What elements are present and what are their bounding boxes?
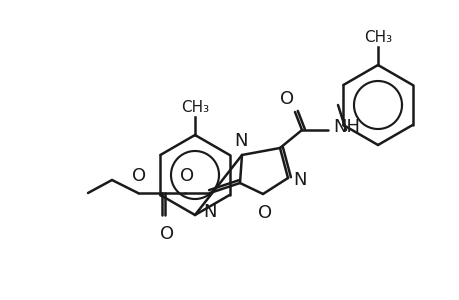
Text: O: O bbox=[132, 167, 146, 185]
Text: CH₃: CH₃ bbox=[363, 30, 391, 45]
Text: N: N bbox=[203, 203, 216, 221]
Text: NH: NH bbox=[332, 118, 359, 136]
Text: N: N bbox=[292, 171, 306, 189]
Text: O: O bbox=[257, 204, 271, 222]
Text: O: O bbox=[160, 225, 174, 243]
Text: O: O bbox=[280, 90, 293, 108]
Text: N: N bbox=[234, 132, 247, 150]
Text: O: O bbox=[179, 167, 194, 185]
Text: CH₃: CH₃ bbox=[180, 100, 208, 115]
